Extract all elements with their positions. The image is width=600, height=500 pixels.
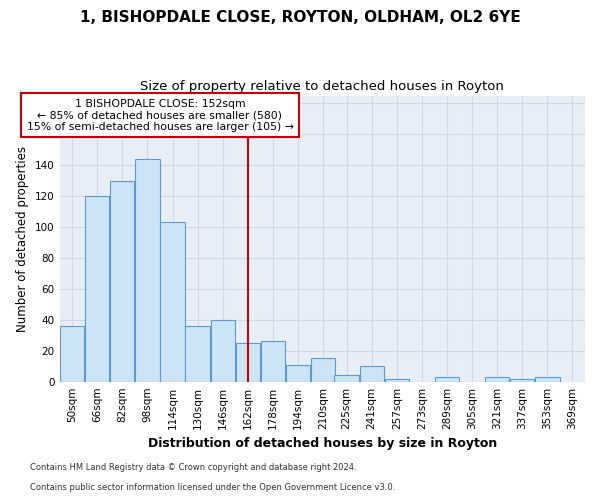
Bar — [185, 326, 210, 382]
Bar — [160, 222, 185, 382]
Text: Contains public sector information licensed under the Open Government Licence v3: Contains public sector information licen… — [30, 484, 395, 492]
Bar — [110, 180, 134, 382]
Bar — [60, 326, 85, 382]
Bar — [510, 378, 535, 382]
Text: Contains HM Land Registry data © Crown copyright and database right 2024.: Contains HM Land Registry data © Crown c… — [30, 464, 356, 472]
Bar — [311, 358, 335, 382]
Bar — [211, 320, 235, 382]
Bar — [85, 196, 109, 382]
Bar — [286, 364, 310, 382]
Bar — [385, 378, 409, 382]
Bar — [135, 159, 160, 382]
Text: 1, BISHOPDALE CLOSE, ROYTON, OLDHAM, OL2 6YE: 1, BISHOPDALE CLOSE, ROYTON, OLDHAM, OL2… — [80, 10, 520, 25]
Text: 1 BISHOPDALE CLOSE: 152sqm
← 85% of detached houses are smaller (580)
15% of sem: 1 BISHOPDALE CLOSE: 152sqm ← 85% of deta… — [26, 98, 293, 132]
Bar — [236, 343, 260, 382]
Bar — [261, 342, 285, 382]
Bar — [435, 377, 459, 382]
Y-axis label: Number of detached properties: Number of detached properties — [16, 146, 29, 332]
Bar — [485, 377, 509, 382]
Bar — [535, 377, 560, 382]
Bar — [334, 376, 359, 382]
X-axis label: Distribution of detached houses by size in Royton: Distribution of detached houses by size … — [148, 437, 497, 450]
Title: Size of property relative to detached houses in Royton: Size of property relative to detached ho… — [140, 80, 504, 93]
Bar — [359, 366, 384, 382]
